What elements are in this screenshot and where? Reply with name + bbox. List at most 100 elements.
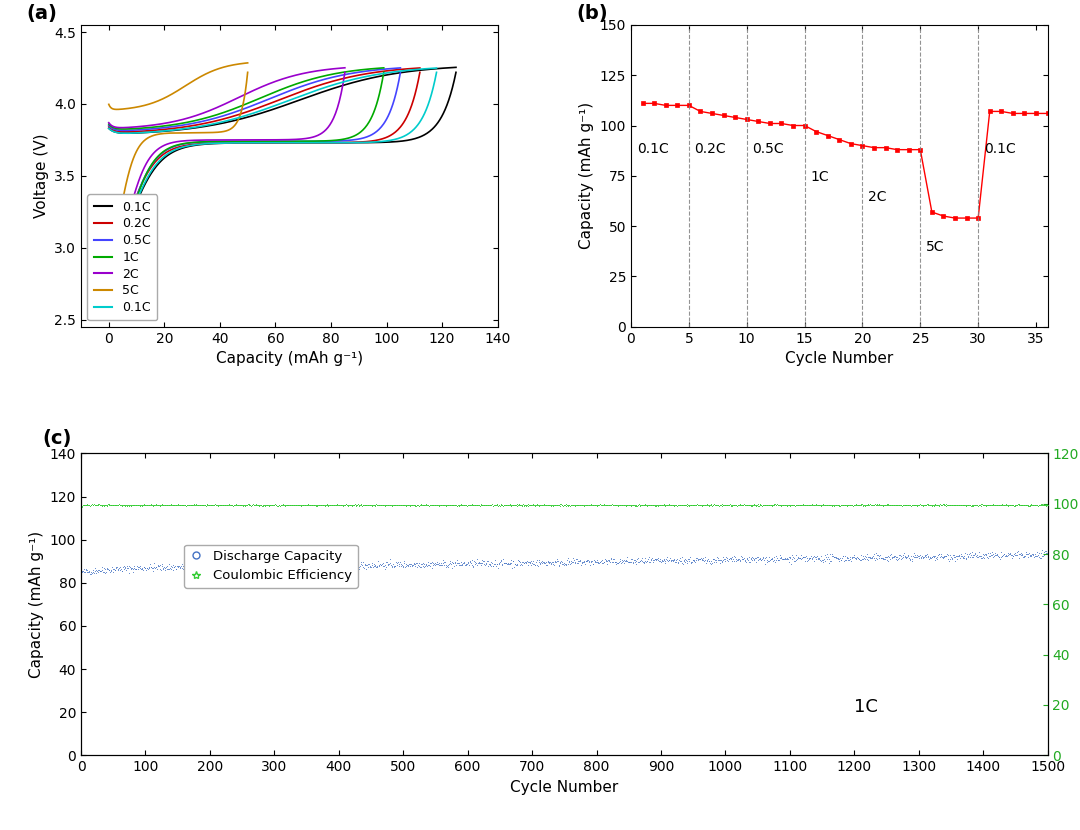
- Point: [737, 554, 754, 568]
- Point: [775, 498, 793, 511]
- Point: [449, 499, 467, 512]
- Point: [885, 498, 902, 511]
- Point: [300, 559, 318, 573]
- Point: [450, 499, 468, 512]
- Point: [428, 557, 445, 570]
- Point: [694, 498, 712, 511]
- Point: [602, 498, 619, 511]
- Point: [971, 549, 988, 562]
- Point: [697, 498, 714, 511]
- Point: [118, 498, 135, 511]
- Point: [157, 498, 174, 511]
- Point: [891, 499, 908, 512]
- Point: [150, 559, 167, 573]
- Point: [149, 559, 166, 572]
- Point: [370, 498, 388, 511]
- Point: [206, 498, 224, 511]
- Point: [609, 557, 626, 570]
- Point: [730, 498, 747, 511]
- Point: [711, 554, 728, 567]
- Point: [781, 550, 798, 564]
- Point: [456, 555, 473, 569]
- Point: [607, 555, 624, 569]
- Point: [741, 498, 758, 511]
- Point: [823, 498, 840, 511]
- Point: [140, 560, 158, 574]
- Point: [85, 567, 103, 580]
- Point: [960, 550, 977, 564]
- Point: [284, 558, 301, 571]
- Point: [544, 498, 562, 511]
- Point: [91, 563, 108, 576]
- Point: [562, 498, 579, 511]
- Point: [581, 558, 598, 571]
- Point: [604, 498, 621, 511]
- Point: [83, 566, 100, 579]
- Point: [834, 498, 851, 511]
- Point: [816, 554, 834, 567]
- Point: [138, 562, 156, 575]
- Point: [849, 551, 866, 564]
- Point: [497, 556, 514, 569]
- Point: [1038, 498, 1055, 511]
- Point: [273, 559, 291, 573]
- Point: [320, 499, 337, 512]
- Point: [826, 498, 843, 511]
- Point: [918, 498, 935, 511]
- Point: [1014, 499, 1031, 512]
- Point: [194, 499, 212, 512]
- Point: [798, 554, 815, 567]
- Point: [639, 552, 657, 565]
- Point: [218, 558, 235, 571]
- Point: [615, 554, 632, 568]
- Point: [663, 498, 680, 511]
- Point: [1021, 549, 1038, 563]
- Point: [697, 554, 714, 567]
- Point: [141, 498, 159, 511]
- Point: [561, 498, 578, 511]
- Point: [592, 497, 609, 510]
- Point: [999, 499, 1016, 512]
- Point: [746, 497, 764, 510]
- Point: [1001, 499, 1018, 512]
- Point: [864, 499, 881, 512]
- Point: [110, 499, 127, 512]
- Point: [296, 562, 313, 575]
- Point: [885, 549, 902, 563]
- Point: [488, 499, 505, 512]
- Point: [991, 552, 1009, 565]
- Point: [810, 499, 827, 512]
- Point: [387, 498, 404, 511]
- Point: [227, 498, 244, 511]
- Point: [457, 558, 474, 571]
- Point: [364, 499, 381, 512]
- Point: [699, 554, 716, 568]
- Point: [231, 560, 248, 574]
- Point: [788, 552, 806, 565]
- Point: [742, 499, 759, 512]
- Point: [1022, 549, 1039, 562]
- Point: [977, 548, 995, 561]
- Point: [96, 498, 113, 511]
- Point: [224, 499, 241, 512]
- Point: [746, 551, 764, 564]
- Point: [544, 558, 562, 571]
- Point: [848, 550, 865, 564]
- Point: [1028, 498, 1045, 511]
- Point: [678, 498, 696, 511]
- Point: [537, 556, 554, 569]
- Point: [375, 498, 392, 511]
- Point: [481, 557, 498, 570]
- Point: [292, 560, 309, 574]
- Point: [608, 499, 625, 512]
- Point: [816, 498, 834, 511]
- Point: [177, 499, 194, 512]
- Point: [502, 499, 519, 512]
- Point: [654, 499, 672, 512]
- Point: [390, 558, 407, 571]
- Point: [934, 498, 951, 511]
- Point: [664, 498, 681, 511]
- Point: [933, 499, 950, 512]
- Point: [324, 498, 341, 511]
- Point: [228, 560, 245, 574]
